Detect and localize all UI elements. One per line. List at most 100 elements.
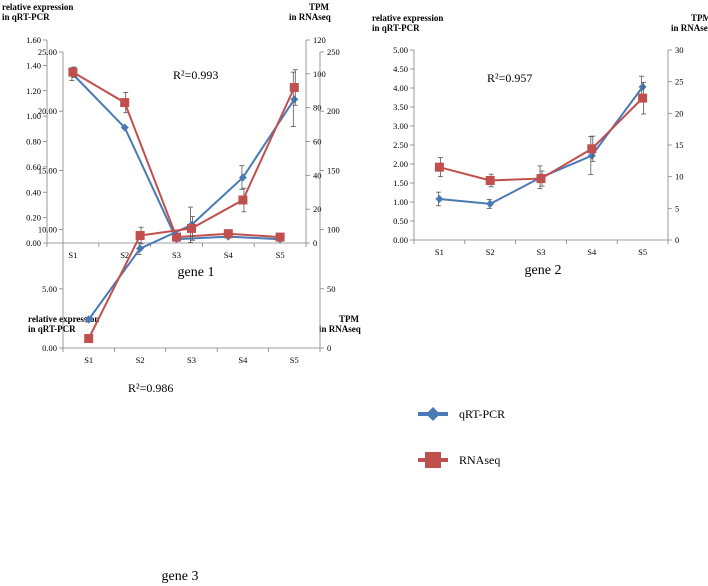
left-tick-label: 4.50: [393, 64, 408, 74]
right-tick-label: 250: [327, 47, 340, 57]
right-tick-label: 200: [327, 106, 340, 116]
right-axis-title: TPM: [339, 314, 360, 324]
chart-title: gene 3: [162, 569, 199, 584]
right-tick-label: 80: [313, 103, 322, 113]
rnaseq-point: [536, 174, 546, 184]
series-qrt-pcr: [435, 75, 647, 209]
chart-title: gene 1: [178, 265, 215, 280]
x-tick-label: S3: [172, 250, 181, 260]
right-axis-title: in RNAseq: [289, 12, 331, 22]
rnaseq-point: [638, 93, 648, 103]
r-squared-annotation: R²=0.957: [487, 71, 532, 85]
rnaseq-point: [223, 229, 233, 239]
x-tick-label: S4: [224, 250, 234, 260]
left-tick-label: 1.00: [26, 111, 41, 121]
rnaseq-point: [275, 232, 285, 242]
left-tick-label: 10.00: [38, 225, 57, 235]
left-tick-label: 0.50: [393, 216, 408, 226]
right-tick-label: 0: [327, 343, 331, 353]
series-qrt-pcr: [84, 71, 299, 324]
rnaseq-point: [485, 175, 495, 185]
right-axis-title: in RNAseq: [319, 324, 361, 334]
left-tick-label: 0.00: [42, 343, 57, 353]
rnaseq-point: [434, 162, 444, 172]
chart-title: gene 2: [525, 263, 562, 278]
right-tick-label: 0: [313, 238, 317, 248]
x-tick-label: S1: [68, 250, 77, 260]
legend-qrt-pcr-label: qRT-PCR: [459, 407, 505, 421]
qrt-pcr-line: [72, 73, 281, 241]
right-tick-label: 15: [675, 140, 684, 150]
left-tick-label: 2.00: [393, 159, 408, 169]
right-axis-title: TPM: [691, 13, 708, 23]
right-tick-label: 20: [675, 108, 684, 118]
left-tick-label: 0.20: [26, 213, 41, 223]
rnaseq-point: [172, 232, 181, 242]
x-tick-label: S4: [238, 355, 248, 365]
legend-diamond-marker: [426, 407, 440, 421]
rnaseq-point: [120, 98, 130, 108]
qrt-pcr-point: [435, 194, 444, 203]
x-tick-label: S4: [587, 247, 597, 257]
qrt-pcr-point: [486, 199, 495, 208]
qrt-pcr-line: [87, 98, 296, 321]
qrt-pcr-point: [638, 82, 647, 91]
right-tick-label: 20: [313, 204, 322, 214]
series-rnaseq: [84, 69, 299, 344]
left-axis-title: in qRT-PCR: [28, 324, 76, 334]
rnaseq-line: [72, 71, 281, 239]
rnaseq-point: [289, 83, 299, 93]
right-tick-label: 100: [327, 225, 340, 235]
left-tick-label: 1.50: [393, 178, 408, 188]
right-axis-title: in RNAseq: [671, 23, 708, 33]
x-tick-label: S5: [638, 247, 647, 257]
qrt-pcr-point: [238, 173, 247, 182]
x-tick-label: S2: [486, 247, 495, 257]
right-tick-label: 5: [675, 203, 679, 213]
x-tick-label: S1: [84, 355, 93, 365]
left-tick-label: 15.00: [38, 165, 57, 175]
rnaseq-line: [87, 87, 296, 339]
qrt-pcr-point: [120, 123, 129, 132]
left-tick-label: 5.00: [393, 45, 408, 55]
qrt-pcr-point: [290, 95, 299, 104]
rnaseq-point: [135, 231, 145, 241]
left-tick-label: 3.50: [393, 102, 408, 112]
right-tick-label: 40: [313, 170, 322, 180]
qrt-pcr-point: [136, 244, 145, 253]
r-squared-annotation: R²=0.993: [173, 68, 218, 82]
legend-square-marker: [425, 452, 441, 468]
right-axis-title: TPM: [309, 2, 330, 12]
x-tick-label: S3: [187, 355, 196, 365]
right-tick-label: 100: [313, 69, 326, 79]
left-axis-title: relative expression: [2, 2, 73, 12]
series-qrt-pcr: [68, 67, 285, 244]
left-tick-label: 20.00: [38, 106, 57, 116]
left-tick-label: 0.00: [26, 238, 41, 248]
rnaseq-point: [187, 223, 196, 233]
left-axis-title: in qRT-PCR: [372, 23, 420, 33]
left-tick-label: 2.50: [393, 140, 408, 150]
left-tick-label: 1.20: [26, 86, 41, 96]
left-tick-label: 0.80: [26, 137, 41, 147]
left-axis-title: relative expression: [28, 314, 99, 324]
left-tick-label: 25.00: [38, 47, 57, 57]
right-tick-label: 0: [675, 235, 679, 245]
rnaseq-point: [587, 144, 597, 154]
rnaseq-point: [84, 334, 94, 344]
qrt-pcr-point: [587, 151, 596, 160]
left-tick-label: 0.40: [26, 187, 41, 197]
left-axis-title: in qRT-PCR: [2, 12, 50, 22]
legend: qRT-PCR RNAseq: [418, 407, 505, 468]
left-axis-title: relative expression: [372, 13, 443, 23]
x-tick-label: S5: [290, 355, 299, 365]
left-tick-label: 1.00: [393, 197, 408, 207]
series-rnaseq: [68, 66, 285, 242]
left-tick-label: 5.00: [42, 284, 57, 294]
right-tick-label: 30: [675, 45, 684, 55]
x-tick-label: S2: [136, 355, 145, 365]
rnaseq-point: [68, 67, 78, 77]
